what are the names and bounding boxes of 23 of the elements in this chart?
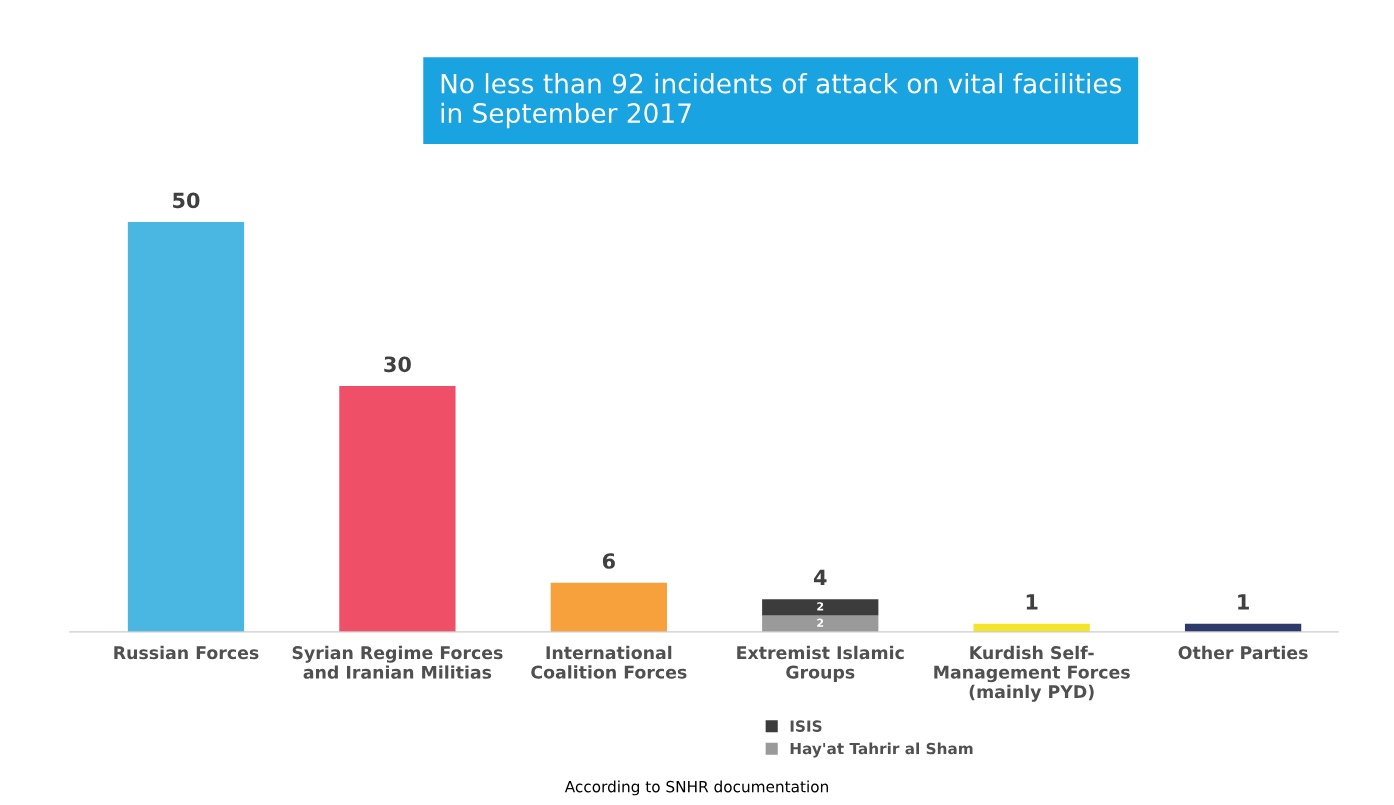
bar [550,582,667,632]
x-tick-label: Syrian Regime Forces and Iranian Militias [292,645,503,679]
data-label: 1 [1238,594,1249,610]
legend-label: ISIS [790,720,822,732]
data-label: 2 [817,618,824,627]
x-tick-label: Extremist Islamic Groups [737,645,904,683]
total-label: 4 [813,569,827,585]
data-label: 1 [1026,594,1038,610]
x-tick-label: Russian Forces [114,645,259,660]
x-tick-label: International Coalition Forces [531,645,687,679]
data-label: 6 [602,553,615,569]
text: According to SNHR documentation [564,780,828,796]
bar [762,615,879,632]
bar [127,222,245,632]
legend-label: Hay'at Tahrir al Sham [790,742,973,758]
x-tick-label: Kurdish Self- Management Forces (mainly PYD) [934,645,1130,702]
data-label: 2 [817,602,824,611]
bar [339,386,456,632]
bar [762,599,879,616]
x-tick-label: Other Parties [1178,645,1308,660]
chart-title: No less than 92 incidents of attack on vital facilities in September 2017 [441,73,1122,129]
data-label: 50 [173,192,200,209]
data-label: 30 [384,356,411,373]
